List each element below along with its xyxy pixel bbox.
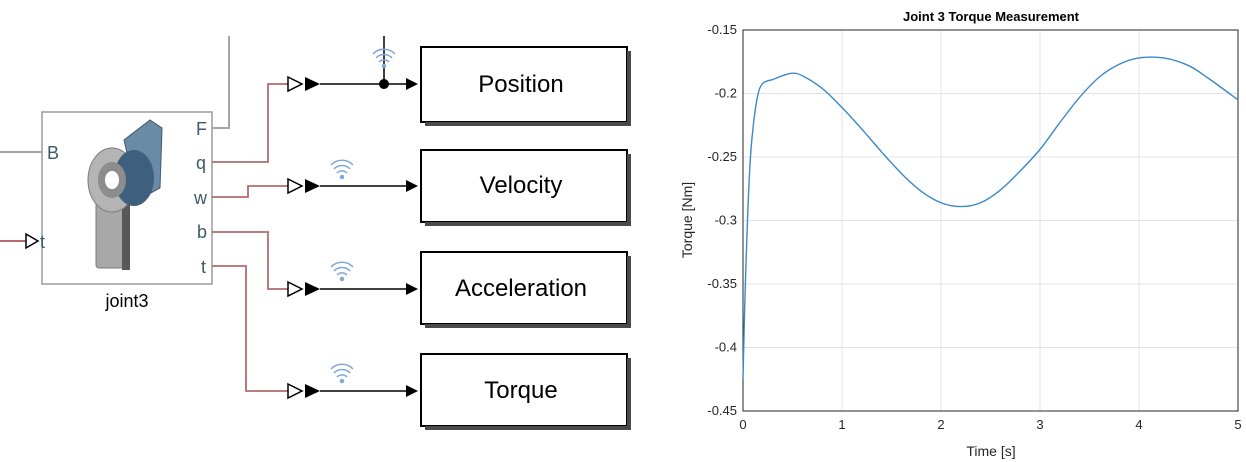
x-axis-title: Time [s] <box>966 443 1015 459</box>
x-tick-label: 5 <box>1234 417 1241 432</box>
simulink-diagram: B t F q w b t joint3 <box>0 36 631 430</box>
port-label-b-out: b <box>197 222 207 242</box>
port-label-w: w <box>193 188 208 208</box>
w-signal-line[interactable] <box>212 185 288 198</box>
velocity-scope-block[interactable]: Velocity <box>420 149 631 226</box>
f-output-line[interactable] <box>212 36 230 129</box>
q-signal-line[interactable] <box>212 83 288 163</box>
chart-title: Joint 3 Torque Measurement <box>903 9 1080 24</box>
x-tick-label: 1 <box>838 417 845 432</box>
input-port-arrow-icon <box>25 232 40 250</box>
y-tick-label: -0.35 <box>707 276 737 291</box>
signal-logging-icon[interactable] <box>330 261 354 282</box>
plot-area-frame <box>742 29 1239 412</box>
x-tick-label: 4 <box>1135 417 1142 432</box>
acceleration-scope-block[interactable]: Acceleration <box>420 251 631 328</box>
velocity-scope-label: Velocity <box>480 172 563 199</box>
y-tick-label: -0.45 <box>707 403 737 418</box>
b-signal-line[interactable] <box>212 231 288 290</box>
signal-logging-icon[interactable] <box>330 363 354 384</box>
port-label-t-out: t <box>201 257 206 277</box>
signal-logging-icon[interactable] <box>372 48 396 69</box>
y-axis-title: Torque [Nm] <box>679 182 695 258</box>
branch-point <box>379 79 389 89</box>
port-label-f: F <box>196 119 207 139</box>
torque-series-line <box>742 56 1239 380</box>
joint3-block[interactable]: B t F q w b t <box>40 111 213 285</box>
chart-grid <box>742 29 1239 412</box>
signal-logging-icon[interactable] <box>330 159 354 180</box>
torque-chart: Joint 3 Torque Measurement -0.15 -0.2 -0.2… <box>679 9 1242 459</box>
y-tick-label: -0.25 <box>707 149 737 164</box>
y-tick-label: -0.3 <box>715 213 737 228</box>
y-tick-label: -0.2 <box>715 86 737 101</box>
x-tick-label: 0 <box>739 417 746 432</box>
position-scope-label: Position <box>478 71 563 98</box>
x-tick-label: 3 <box>1036 417 1043 432</box>
torque-scope-block[interactable]: Torque <box>420 353 631 430</box>
port-label-t-in: t <box>40 232 45 252</box>
port-label-b-in: B <box>47 143 59 163</box>
rate-transition-t[interactable] <box>287 382 320 400</box>
torque-scope-label: Torque <box>484 377 557 404</box>
acceleration-scope-label: Acceleration <box>455 275 587 302</box>
position-scope-block[interactable]: Position <box>420 46 631 126</box>
x-tick-label: 2 <box>937 417 944 432</box>
rate-transition-b[interactable] <box>287 280 320 298</box>
joint3-block-name: joint3 <box>104 291 148 311</box>
t-signal-line[interactable] <box>212 265 288 392</box>
y-tick-label: -0.4 <box>715 340 737 355</box>
y-tick-label: -0.15 <box>707 22 737 37</box>
rate-transition-w[interactable] <box>287 177 320 195</box>
port-label-q: q <box>196 153 206 173</box>
rate-transition-q[interactable] <box>287 75 320 93</box>
revolute-joint-icon <box>87 119 163 270</box>
